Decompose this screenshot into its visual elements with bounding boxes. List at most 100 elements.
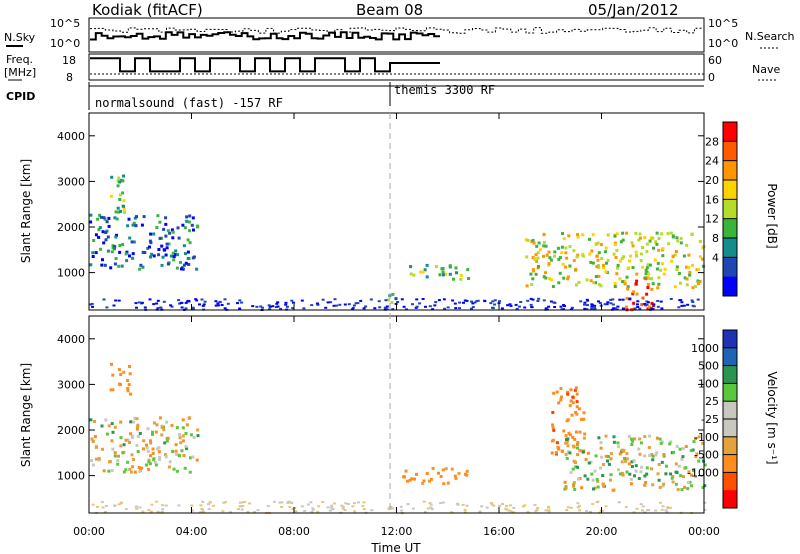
velocity-cell bbox=[692, 440, 696, 444]
y-tick-label: 3000 bbox=[57, 378, 85, 391]
velocity-cell bbox=[122, 370, 126, 374]
velocity-cell bbox=[129, 420, 133, 424]
power-cell bbox=[113, 247, 116, 251]
velocity-cell bbox=[661, 484, 665, 488]
velocity-cell bbox=[565, 456, 569, 460]
power-cell bbox=[146, 246, 150, 250]
velocity-cell bbox=[657, 463, 661, 466]
power-cell bbox=[561, 232, 564, 236]
velocity-cell bbox=[117, 368, 121, 372]
power-cell bbox=[556, 246, 560, 250]
velocity-cell bbox=[90, 437, 94, 441]
power-cell bbox=[186, 250, 190, 254]
power-cell bbox=[644, 272, 648, 276]
velocity-cell bbox=[174, 449, 178, 453]
velocity-cell bbox=[119, 444, 123, 448]
velocity-cell bbox=[490, 503, 494, 506]
velocity-cell bbox=[668, 442, 672, 446]
power-cell bbox=[597, 300, 600, 303]
velocity-cell bbox=[577, 477, 580, 481]
power-cell bbox=[100, 263, 104, 267]
power-cell bbox=[409, 265, 413, 269]
power-cell bbox=[583, 303, 586, 306]
velocity-cell bbox=[681, 447, 685, 451]
velocity-cell bbox=[316, 510, 320, 513]
power-cell bbox=[412, 273, 416, 277]
power-cell bbox=[107, 224, 111, 228]
power-cell bbox=[588, 237, 591, 241]
velocity-cell bbox=[557, 401, 561, 405]
power-cell bbox=[364, 305, 368, 308]
power-cell bbox=[166, 229, 170, 233]
power-cell bbox=[419, 270, 423, 274]
velocity-cell bbox=[133, 416, 137, 420]
velocity-cell bbox=[93, 435, 97, 439]
velocity-cell bbox=[560, 449, 564, 453]
power-cell bbox=[125, 250, 129, 254]
power-cell bbox=[90, 302, 94, 305]
power-cell bbox=[606, 258, 610, 262]
colorbar-swatch bbox=[723, 454, 737, 473]
power-cell bbox=[139, 263, 143, 267]
velocity-cell bbox=[151, 447, 155, 451]
power-cell bbox=[149, 232, 153, 236]
velocity-cell bbox=[694, 437, 698, 441]
velocity-cell bbox=[555, 390, 559, 394]
power-cell bbox=[122, 174, 125, 178]
velocity-cell bbox=[509, 510, 513, 513]
velocity-cell bbox=[164, 455, 168, 459]
colorbar-swatch bbox=[723, 276, 737, 297]
power-cell bbox=[585, 308, 589, 311]
power-cell bbox=[109, 194, 113, 198]
power-cell bbox=[532, 241, 536, 245]
power-cell bbox=[680, 304, 684, 307]
power-cell bbox=[547, 305, 551, 308]
velocity-cell bbox=[142, 439, 146, 443]
power-cell bbox=[124, 252, 128, 256]
colorbar-swatch bbox=[723, 365, 737, 384]
velocity-cell bbox=[122, 470, 126, 474]
power-cell bbox=[166, 262, 170, 266]
power-cell bbox=[290, 299, 294, 302]
power-cell bbox=[171, 251, 175, 255]
y-tick-label: 2000 bbox=[57, 424, 85, 437]
velocity-cell bbox=[599, 466, 602, 470]
power-cell bbox=[104, 231, 108, 234]
power-cell bbox=[529, 297, 533, 300]
velocity-cell bbox=[526, 510, 530, 513]
velocity-cell bbox=[571, 395, 575, 399]
velocity-cell bbox=[211, 504, 215, 507]
velocity-cell bbox=[130, 436, 134, 440]
power-cell bbox=[621, 238, 625, 242]
power-cell bbox=[639, 236, 642, 240]
velocity-cell bbox=[501, 503, 504, 505]
power-cell bbox=[158, 236, 162, 240]
velocity-cell bbox=[147, 458, 151, 462]
power-cell bbox=[646, 286, 650, 289]
colorbar-swatch bbox=[723, 436, 737, 456]
power-cell bbox=[560, 251, 564, 255]
power-cell bbox=[455, 271, 458, 275]
power-cell bbox=[493, 299, 497, 302]
power-cell bbox=[616, 305, 620, 308]
power-cell bbox=[701, 257, 704, 261]
power-cell bbox=[656, 305, 660, 308]
velocity-cell bbox=[156, 447, 160, 451]
power-cell bbox=[645, 242, 649, 246]
power-cell bbox=[467, 277, 471, 280]
power-cell bbox=[618, 259, 622, 263]
power-cell bbox=[167, 242, 171, 246]
power-cell bbox=[696, 268, 700, 271]
velocity-cell bbox=[679, 474, 683, 478]
power-cell bbox=[549, 258, 553, 262]
velocity-cell bbox=[628, 472, 632, 476]
velocity-cell bbox=[478, 510, 482, 513]
sky-tick-top: 10^5 bbox=[50, 17, 81, 30]
velocity-cell bbox=[181, 418, 185, 422]
power-cell bbox=[656, 286, 660, 290]
power-cell bbox=[216, 302, 220, 305]
power-cell bbox=[591, 261, 595, 265]
power-cell bbox=[605, 303, 609, 306]
velocity-cell bbox=[662, 453, 666, 456]
velocity-cell bbox=[149, 454, 153, 458]
